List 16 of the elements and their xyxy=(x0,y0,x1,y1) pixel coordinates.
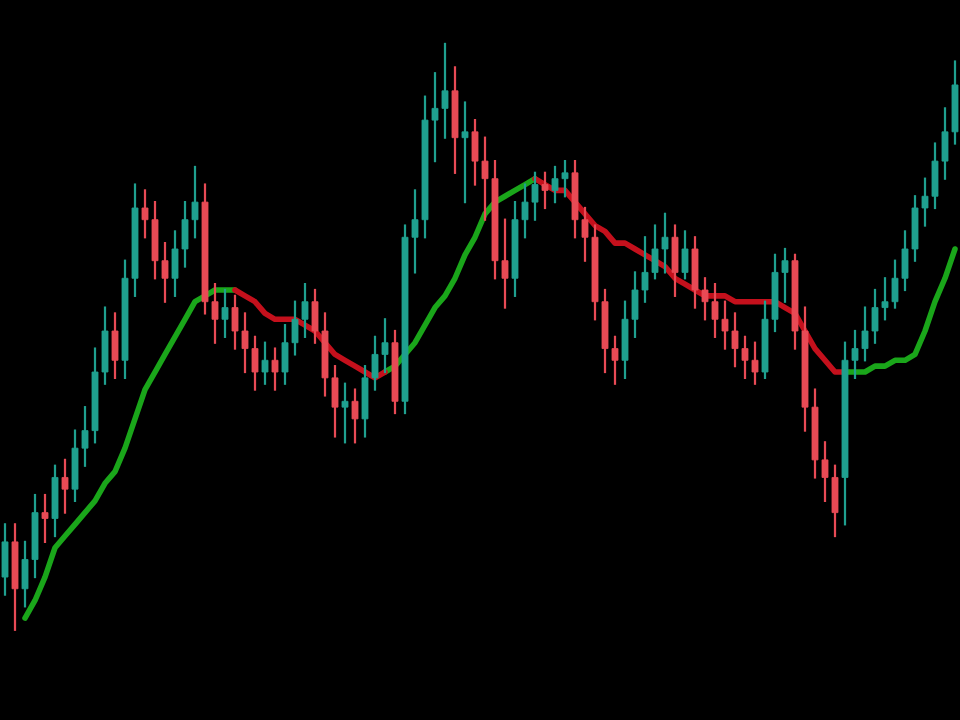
candlestick xyxy=(541,171,549,210)
candlestick xyxy=(351,388,359,444)
candlestick xyxy=(111,312,119,379)
candlestick xyxy=(61,458,69,514)
candlestick xyxy=(1,523,9,596)
candlestick xyxy=(11,523,19,631)
candlestick xyxy=(681,230,689,280)
candlestick xyxy=(51,464,59,538)
candlestick xyxy=(671,224,679,297)
candlestick xyxy=(41,493,49,544)
candlestick xyxy=(451,66,459,174)
candlestick xyxy=(221,288,229,338)
candlestick xyxy=(271,347,279,391)
candlestick xyxy=(341,382,349,444)
candlestick xyxy=(461,101,469,204)
candlestick xyxy=(261,341,269,385)
